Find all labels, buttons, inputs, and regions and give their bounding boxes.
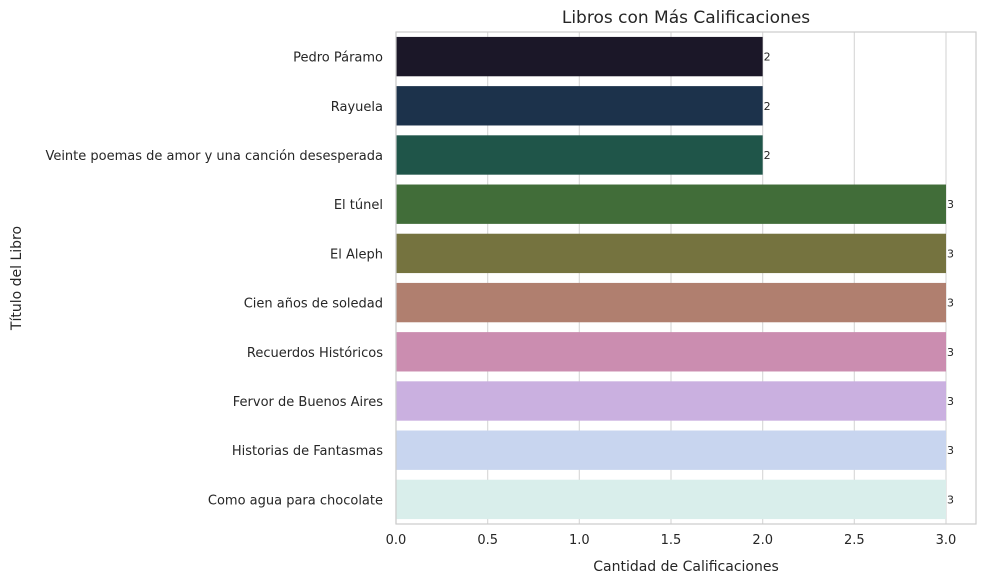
bar [396,184,946,224]
x-tick-label: 1.5 [661,533,682,548]
data-labels: 2 2 2 3 3 3 3 3 3 3 [764,51,954,507]
y-tick-label: El Aleph [330,247,383,262]
chart-title: Libros con Más Calificaciones [562,8,810,28]
bar [396,86,763,126]
x-tick-label: 1.0 [569,533,590,548]
data-label: 3 [947,198,954,211]
x-tick-label: 3.0 [936,533,957,548]
data-label: 3 [947,395,954,408]
x-tick-label: 2.0 [752,533,773,548]
y-tick-label: Cien años de soledad [244,297,383,312]
y-tick-label: El túnel [334,198,383,213]
data-label: 2 [764,100,771,113]
data-label: 3 [947,444,954,457]
data-label: 3 [947,493,954,506]
data-label: 3 [947,346,954,359]
plot-frame [395,31,977,525]
y-tick-label: Veinte poemas de amor y una canción dese… [45,149,383,164]
bar [396,233,946,274]
bar [396,36,763,77]
bar [396,332,946,372]
y-tick-label: Recuerdos Históricos [247,346,383,361]
bar [396,135,763,175]
y-tick-label: Pedro Páramo [293,51,383,66]
data-label: 3 [947,297,954,310]
data-label: 2 [764,51,771,64]
bar [396,381,946,421]
y-tick-label: Rayuela [331,100,383,115]
y-tick-labels: Pedro Páramo Rayuela Veinte poemas de amor… [45,51,383,509]
y-tick-label: Como agua para chocolate [208,493,383,508]
x-tick-label: 0.0 [386,533,407,548]
data-label: 2 [764,149,771,162]
y-tick-label: Fervor de Buenos Aires [233,395,383,410]
y-axis-label: Título del Libro [9,226,25,331]
bar [396,282,946,323]
x-axis-label: Cantidad de Calificaciones [593,559,779,575]
y-tick-label: Historias de Fantasmas [232,444,383,459]
x-tick-label: 2.5 [844,533,865,548]
bars [396,36,946,520]
bar [396,430,946,470]
bar [396,479,946,520]
data-label: 3 [947,247,954,260]
x-tick-labels: 0.0 0.5 1.0 1.5 2.0 2.5 3.0 [386,533,957,548]
x-tick-label: 0.5 [477,533,498,548]
